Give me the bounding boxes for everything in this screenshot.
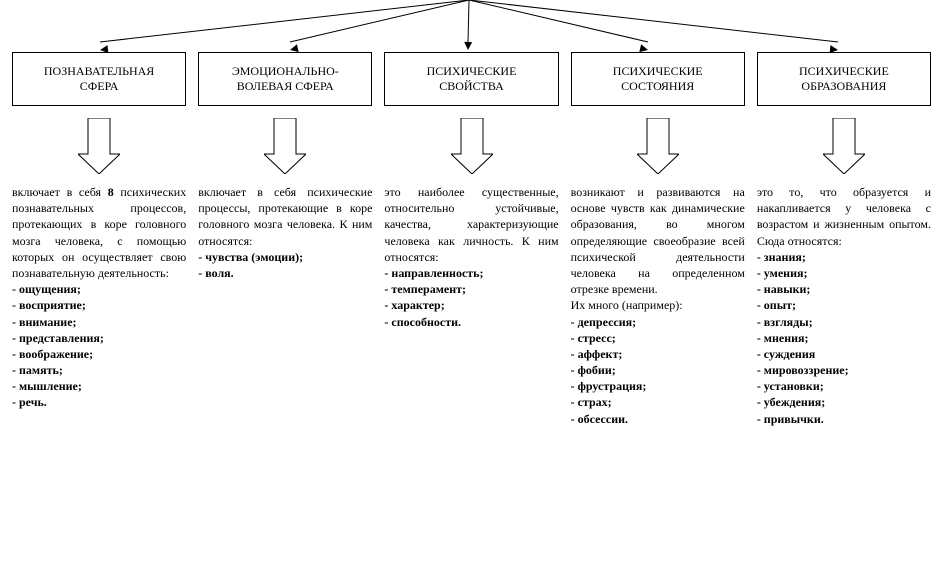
description-emotional: включает в себя психические процессы, пр… xyxy=(198,184,372,281)
title-box-properties: ПСИХИЧЕСКИЕ СВОЙСТВА xyxy=(384,52,558,106)
columns-row: ПОЗНАВАТЕЛЬНАЯ СФЕРА включает в себя 8 пс… xyxy=(12,52,931,427)
bullet-item: - страх; xyxy=(571,394,745,410)
bullet-item: - привычки. xyxy=(757,411,931,427)
block-arrow-icon xyxy=(451,118,493,174)
bullet-list: - депрессия;- стресс;- аффект;- фобии;- … xyxy=(571,314,745,427)
bullet-list: - направленность;- темперамент;- характе… xyxy=(384,265,558,330)
bullet-item: - взгляды; xyxy=(757,314,931,330)
bullet-item: - убеждения; xyxy=(757,394,931,410)
bullet-item: - знания; xyxy=(757,249,931,265)
column-states: ПСИХИЧЕСКИЕ СОСТОЯНИЯ возникают и развива… xyxy=(571,52,745,427)
bullet-item: - обсессии. xyxy=(571,411,745,427)
description-states: возникают и развиваются на основе чувств… xyxy=(571,184,745,427)
bullet-item: - восприятие; xyxy=(12,297,186,313)
bullet-item: - фобии; xyxy=(571,362,745,378)
bullet-item: - чувства (эмоции); xyxy=(198,249,372,265)
column-formations: ПСИХИЧЕСКИЕ ОБРАЗОВАНИЯ это то, что образ… xyxy=(757,52,931,427)
bullet-item: - аффект; xyxy=(571,346,745,362)
bullet-list: - знания;- умения;- навыки;- опыт;- взгл… xyxy=(757,249,931,427)
bullet-item: - характер; xyxy=(384,297,558,313)
column-cognitive: ПОЗНАВАТЕЛЬНАЯ СФЕРА включает в себя 8 пс… xyxy=(12,52,186,427)
bullet-item: - ощущения; xyxy=(12,281,186,297)
description-formations: это то, что образуется и накапливается у… xyxy=(757,184,931,427)
bullet-item: - речь. xyxy=(12,394,186,410)
intro-text: включает в себя 8 психических познавател… xyxy=(12,184,186,281)
diagram-canvas: ПОЗНАВАТЕЛЬНАЯ СФЕРА включает в себя 8 пс… xyxy=(0,0,939,576)
description-properties: это наиболее существенные, относительно … xyxy=(384,184,558,330)
block-arrow-icon xyxy=(823,118,865,174)
block-arrow-icon xyxy=(637,118,679,174)
intro-text: включает в себя психические процессы, пр… xyxy=(198,184,372,249)
bullet-item: - способности. xyxy=(384,314,558,330)
bullet-item: - мировоззрение; xyxy=(757,362,931,378)
title-box-states: ПСИХИЧЕСКИЕ СОСТОЯНИЯ xyxy=(571,52,745,106)
bullet-list: - ощущения;- восприятие;- внимание;- пре… xyxy=(12,281,186,411)
title-box-cognitive: ПОЗНАВАТЕЛЬНАЯ СФЕРА xyxy=(12,52,186,106)
bullet-item: - установки; xyxy=(757,378,931,394)
bullet-item: - опыт; xyxy=(757,297,931,313)
bullet-item: - воображение; xyxy=(12,346,186,362)
bullet-item: - представления; xyxy=(12,330,186,346)
bullet-item: - мнения; xyxy=(757,330,931,346)
bullet-item: - внимание; xyxy=(12,314,186,330)
bullet-item: - стресс; xyxy=(571,330,745,346)
bullet-item: - темперамент; xyxy=(384,281,558,297)
bullet-list: - чувства (эмоции);- воля. xyxy=(198,249,372,281)
column-emotional: ЭМОЦИОНАЛЬНО- ВОЛЕВАЯ СФЕРА включает в се… xyxy=(198,52,372,427)
bullet-item: - мышление; xyxy=(12,378,186,394)
intro-text: это то, что образуется и накапливается у… xyxy=(757,184,931,249)
intro-text: это наиболее существенные, относительно … xyxy=(384,184,558,265)
bullet-item: - фрустрация; xyxy=(571,378,745,394)
bullet-item: - умения; xyxy=(757,265,931,281)
bullet-item: - воля. xyxy=(198,265,372,281)
block-arrow-icon xyxy=(264,118,306,174)
column-properties: ПСИХИЧЕСКИЕ СВОЙСТВА это наиболее существ… xyxy=(384,52,558,427)
block-arrow-icon xyxy=(78,118,120,174)
bullet-item: - направленность; xyxy=(384,265,558,281)
bullet-item: - суждения xyxy=(757,346,931,362)
intro-text: возникают и развиваются на основе чувств… xyxy=(571,184,745,297)
bullet-item: - память; xyxy=(12,362,186,378)
bullet-item: - депрессия; xyxy=(571,314,745,330)
pre-bullets-text: Их много (например): xyxy=(571,297,745,313)
bullet-item: - навыки; xyxy=(757,281,931,297)
title-box-emotional: ЭМОЦИОНАЛЬНО- ВОЛЕВАЯ СФЕРА xyxy=(198,52,372,106)
description-cognitive: включает в себя 8 психических познавател… xyxy=(12,184,186,411)
title-box-formations: ПСИХИЧЕСКИЕ ОБРАЗОВАНИЯ xyxy=(757,52,931,106)
